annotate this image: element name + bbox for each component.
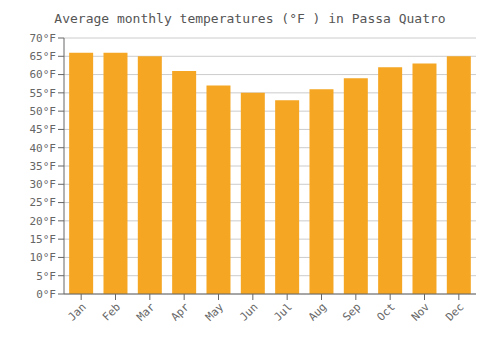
svg-text:40°F: 40°F xyxy=(30,142,57,155)
svg-text:10°F: 10°F xyxy=(30,251,57,264)
svg-text:Aug: Aug xyxy=(306,300,329,323)
svg-text:0°F: 0°F xyxy=(36,288,56,301)
svg-text:65°F: 65°F xyxy=(30,50,57,63)
svg-text:Feb: Feb xyxy=(100,300,123,323)
svg-text:Jun: Jun xyxy=(237,300,260,323)
svg-text:Apr: Apr xyxy=(169,300,193,324)
svg-text:15°F: 15°F xyxy=(30,233,57,246)
svg-text:55°F: 55°F xyxy=(30,87,57,100)
svg-text:60°F: 60°F xyxy=(30,68,57,81)
svg-text:20°F: 20°F xyxy=(30,215,57,228)
svg-text:30°F: 30°F xyxy=(30,178,57,191)
svg-text:Mar: Mar xyxy=(134,300,158,324)
svg-text:Jul: Jul xyxy=(272,300,295,323)
svg-text:Sep: Sep xyxy=(340,300,363,323)
svg-text:35°F: 35°F xyxy=(30,160,57,173)
svg-text:50°F: 50°F xyxy=(30,105,57,118)
svg-text:Dec: Dec xyxy=(443,300,466,323)
svg-text:Jan: Jan xyxy=(66,300,89,323)
svg-text:45°F: 45°F xyxy=(30,123,57,136)
svg-text:70°F: 70°F xyxy=(30,32,57,45)
svg-text:5°F: 5°F xyxy=(36,270,56,283)
svg-text:May: May xyxy=(203,300,227,324)
html-text:Average monthly temperatures (: Average monthly temperatures (°F ) in Pa… xyxy=(54,11,446,26)
svg-text:Nov: Nov xyxy=(409,300,433,324)
svg-text:Oct: Oct xyxy=(375,300,398,323)
svg-text:25°F: 25°F xyxy=(30,196,57,209)
